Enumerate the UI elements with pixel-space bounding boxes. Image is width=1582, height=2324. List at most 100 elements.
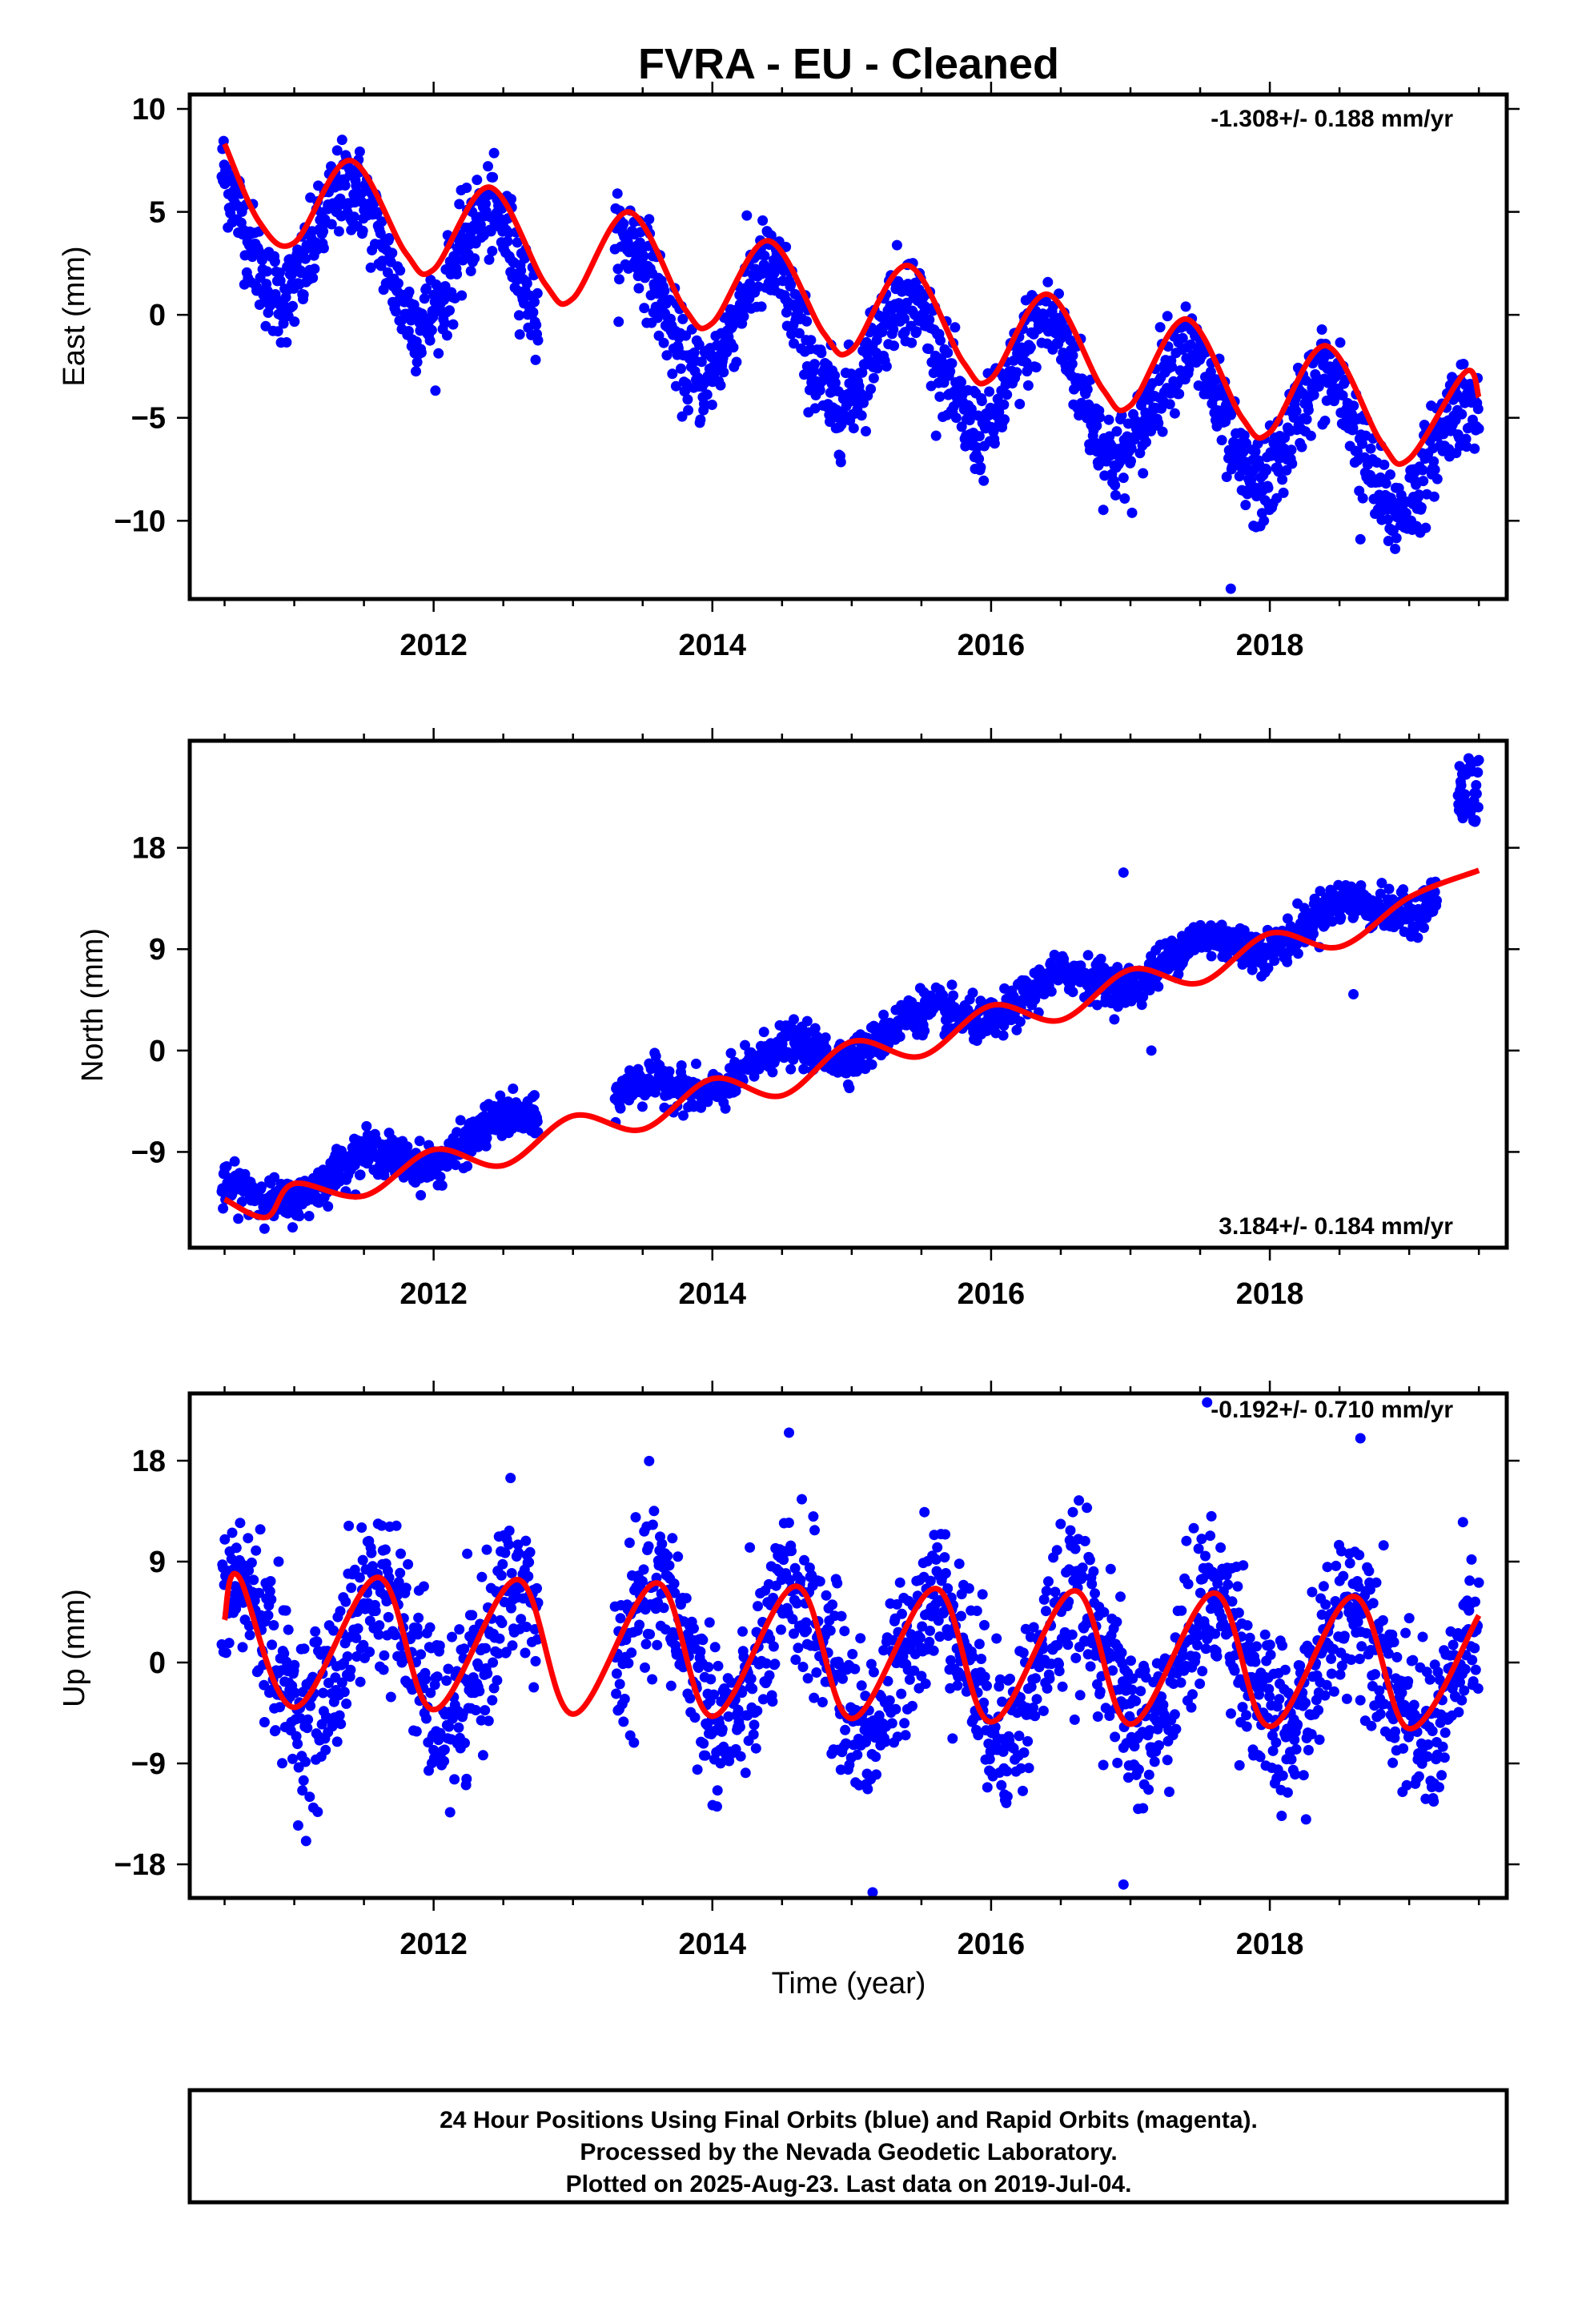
up-data-point [396, 1548, 406, 1559]
up-data-point [454, 1624, 465, 1635]
north-data-point [233, 1213, 244, 1224]
up-data-point [618, 1716, 629, 1727]
north-data-point [691, 1058, 701, 1069]
east-data-point [531, 320, 542, 331]
east-data-point [430, 385, 441, 396]
up-data-point [480, 1705, 491, 1716]
up-data-point [799, 1554, 809, 1566]
east-data-point [1110, 480, 1121, 491]
east-data-point [856, 410, 867, 421]
east-data-point [529, 296, 540, 308]
east-data-point [1418, 476, 1429, 487]
east-data-point [403, 326, 414, 336]
east-data-point [667, 368, 678, 380]
east-data-point [354, 146, 365, 157]
north-outlier-point [1348, 989, 1359, 999]
up-data-point [521, 1622, 532, 1632]
east-data-point [638, 251, 649, 262]
north-data-point [495, 1090, 506, 1101]
east-data-point [984, 386, 995, 397]
east-y-tick-label: 5 [149, 196, 166, 230]
up-data-point [403, 1558, 414, 1570]
up-data-point [287, 1753, 298, 1764]
north-rate-label: 3.184+/- 0.184 mm/yr [1219, 1213, 1453, 1240]
up-data-point [768, 1592, 779, 1603]
east-data-point [300, 253, 311, 264]
east-data-point [469, 253, 480, 264]
up-data-point [300, 1835, 311, 1847]
east-data-point [309, 263, 320, 275]
east-data-point [260, 320, 271, 332]
up-data-point [391, 1520, 402, 1531]
up-data-point [897, 1608, 907, 1619]
up-data-point [697, 1634, 709, 1646]
north-offset-point [1472, 802, 1484, 813]
up-data-point [524, 1546, 536, 1558]
east-data-point [1391, 533, 1402, 544]
north-data-point [462, 1160, 473, 1172]
up-data-point [809, 1692, 820, 1703]
north-data-point [1355, 880, 1367, 891]
east-data-point [421, 283, 432, 294]
east-data-point [809, 403, 821, 414]
north-data-point [615, 1103, 626, 1114]
up-data-point [916, 1671, 927, 1682]
north-data-point [1011, 1024, 1022, 1035]
up-data-point [880, 1736, 891, 1747]
east-data-point [1286, 444, 1297, 456]
east-data-point [1021, 357, 1032, 368]
north-data-point [946, 979, 958, 991]
up-data-point [320, 1744, 331, 1755]
east-data-point [793, 328, 805, 339]
north-data-point [967, 987, 978, 999]
up-data-point [265, 1576, 276, 1586]
up-data-point [801, 1625, 813, 1636]
east-data-point [906, 337, 917, 348]
up-data-point [644, 1455, 655, 1466]
up-data-point [656, 1538, 668, 1550]
up-data-point [277, 1758, 287, 1769]
up-data-point [219, 1534, 231, 1545]
up-data-point [849, 1663, 861, 1675]
east-data-point [454, 199, 465, 210]
up-data-point [809, 1525, 820, 1536]
east-data-point [613, 316, 624, 328]
up-data-point [894, 1577, 905, 1588]
up-data-point [808, 1511, 819, 1522]
up-data-point [425, 1687, 436, 1699]
up-data-point [243, 1620, 255, 1631]
up-data-point [434, 1640, 445, 1651]
east-data-point [1291, 405, 1302, 416]
up-data-point [379, 1544, 391, 1555]
east-data-point [514, 329, 525, 340]
up-data-point [356, 1522, 367, 1533]
up-data-point [477, 1750, 488, 1761]
up-data-point [658, 1602, 669, 1614]
up-data-point [747, 1683, 758, 1695]
up-data-point [761, 1658, 772, 1669]
up-data-point [376, 1520, 387, 1531]
north-offset-point [1471, 780, 1482, 790]
east-data-point [1431, 473, 1443, 485]
north-data-point [948, 990, 959, 1001]
east-data-point [357, 225, 368, 236]
up-data-point [825, 1625, 836, 1636]
up-data-point [611, 1668, 622, 1679]
up-data-point [416, 1649, 427, 1660]
up-data-point [264, 1586, 275, 1597]
east-y-tick-label: 0 [149, 299, 166, 332]
east-data-point [1153, 417, 1164, 428]
east-data-point [412, 356, 423, 368]
east-data-point [1305, 430, 1316, 441]
east-data-point [1447, 372, 1458, 383]
east-data-point [472, 175, 483, 186]
east-data-point [1301, 414, 1312, 425]
north-data-point [480, 1140, 492, 1152]
east-data-point [331, 145, 343, 156]
up-data-point [709, 1689, 720, 1700]
east-data-point [365, 262, 376, 273]
east-data-point [999, 414, 1010, 425]
east-data-point [911, 326, 922, 337]
up-data-point [494, 1633, 505, 1644]
up-data-point [411, 1726, 422, 1737]
